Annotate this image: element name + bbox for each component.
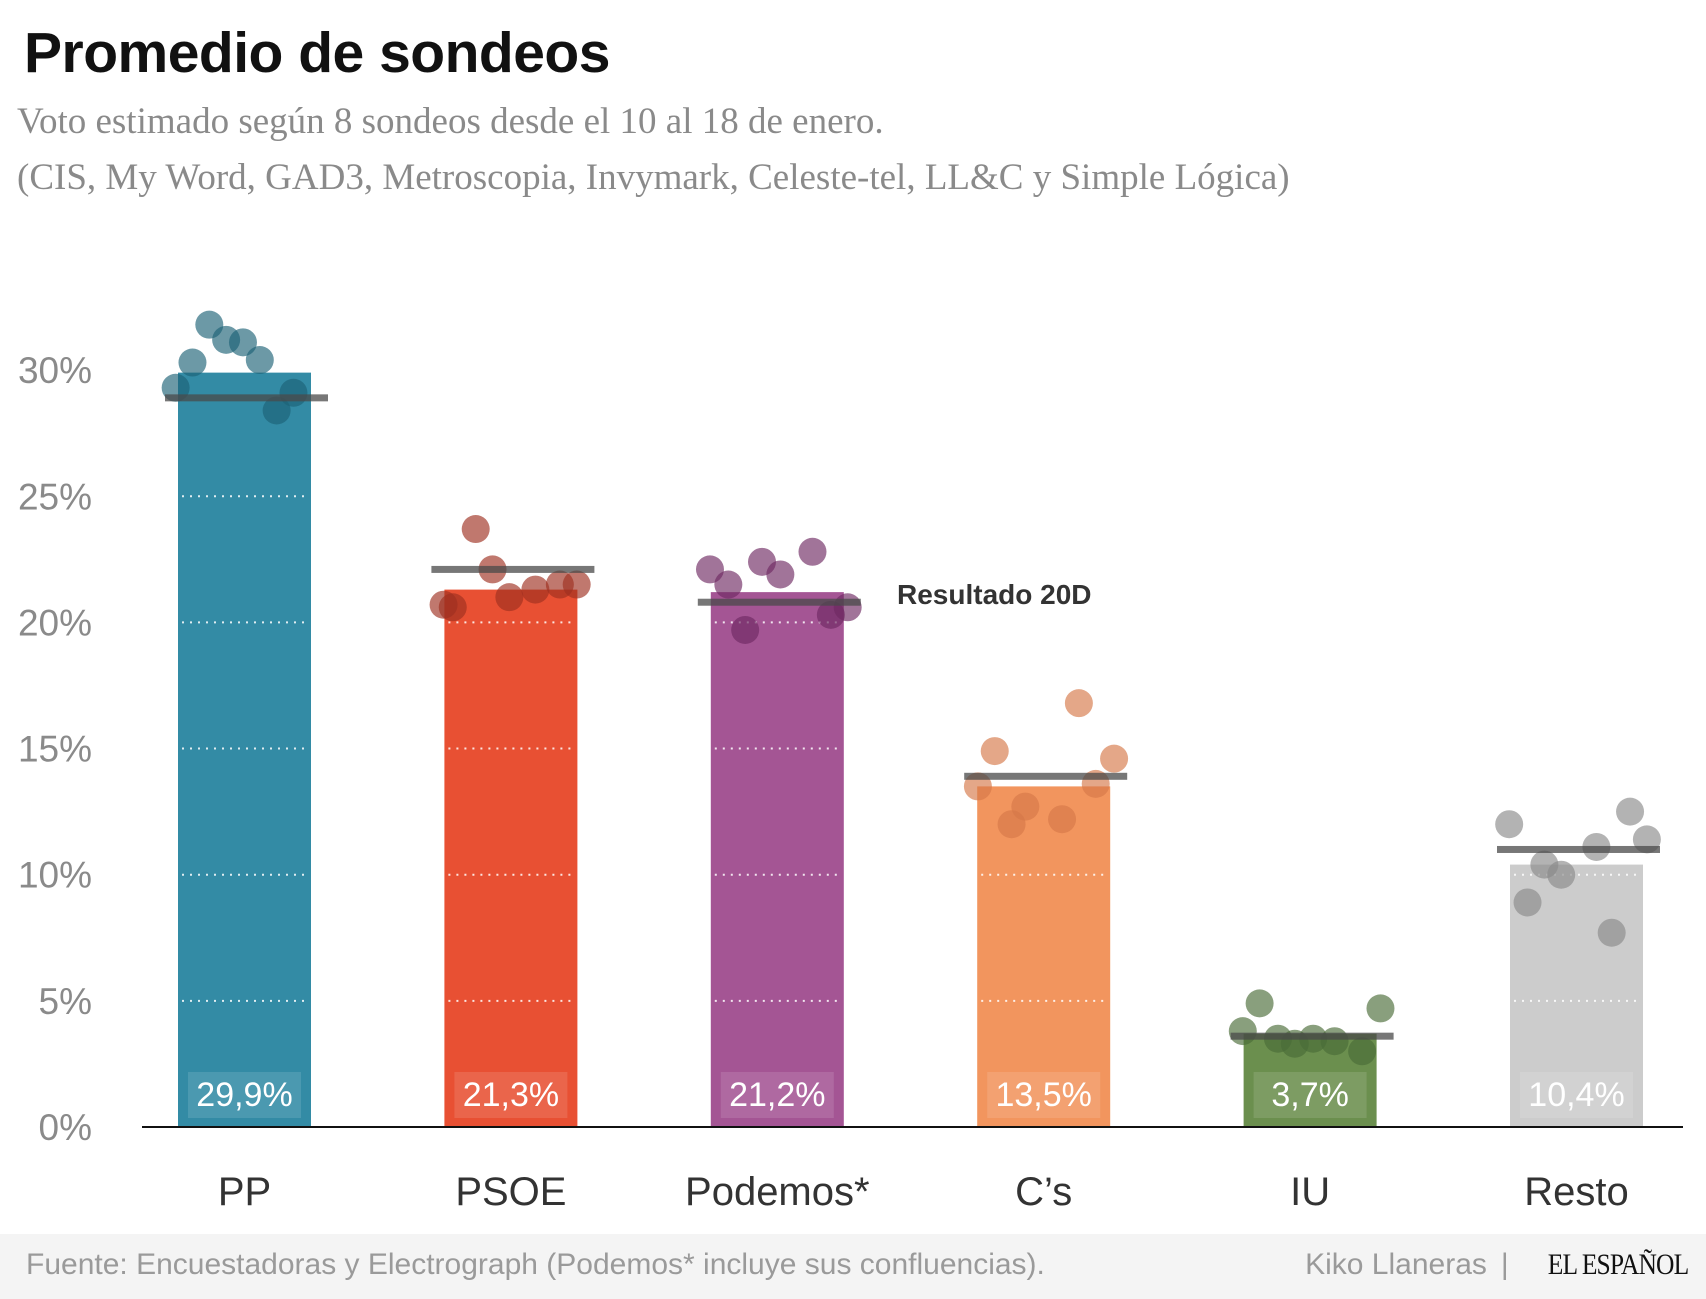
poll-dot [833,593,862,622]
poll-dot [495,583,524,612]
poll-dot [521,575,550,604]
y-tick-label: 20% [18,602,92,643]
separator: | [1500,1248,1509,1281]
poll-dot [1064,689,1093,718]
poll-dot [262,396,291,425]
footer: Fuente: Encuestadoras y Electrograph (Po… [0,1234,1706,1299]
category-label: IU [1290,1170,1330,1214]
bar-3 [977,786,1111,1127]
bar-chart: 0% 5% 10% 15% 20% 25% 30% 29,9% PP 21,3% PSOE 21,2%… [18,310,1683,1214]
value-label: 13,5% [995,1076,1091,1114]
source-note: Fuente: Encuestadoras y Electrograph (Po… [26,1248,1045,1281]
value-label: 21,3% [463,1076,559,1114]
bar-2 [710,592,844,1127]
bar-0 [178,372,311,1127]
poll-dot [178,348,207,377]
poll-dot [1320,1027,1349,1056]
poll-dot [1366,994,1395,1023]
poll-dot [1228,1017,1257,1046]
y-tick-label: 0% [39,1107,92,1148]
value-label-bg [1520,1072,1633,1118]
result-20d-marker [697,598,861,606]
poll-dot [245,346,274,375]
poll-dot [1547,860,1576,889]
value-label: 3,7% [1271,1076,1349,1114]
poll-dot [1513,888,1542,917]
value-label-bg [720,1072,834,1118]
chart-title: Promedio de sondeos [24,21,610,85]
value-label-bg [1253,1072,1367,1118]
poll-dot [438,593,467,622]
el-espanol-logo: EL ESPAÑOL [1547,1248,1688,1281]
y-tick-label: 15% [18,729,92,770]
result-20d-marker [165,394,328,402]
poll-dot [1616,797,1645,826]
y-tick-label: 25% [18,476,92,517]
result-20d-marker [1497,845,1660,853]
result-20d-marker [1230,1032,1394,1040]
poll-dot [461,515,490,544]
poll-dot [1597,918,1626,947]
chart-subtitle: Voto estimado según 8 sondeos desde el 1… [17,101,884,142]
author: Kiko Llaneras [1305,1248,1487,1281]
poll-dot [766,560,795,589]
y-tick-label: 10% [18,855,92,896]
poll-dot [980,737,1009,766]
poll-dot [1245,989,1274,1018]
poll-dot [714,570,743,599]
poll-dot [1048,805,1077,834]
poll-dot [1495,810,1524,839]
result-20d-marker [964,772,1128,780]
value-label-bg [454,1072,568,1118]
category-label: C’s [1015,1170,1072,1214]
poll-dot [562,570,591,599]
poll-dot [1348,1037,1377,1066]
poll-dot [997,810,1026,839]
y-tick-label: 30% [18,350,92,391]
value-label-bg [987,1072,1101,1118]
value-label: 29,9% [196,1076,292,1114]
category-label: Resto [1524,1170,1629,1214]
category-label: Podemos* [685,1170,870,1214]
poll-dot [798,537,827,566]
value-label: 10,4% [1528,1076,1624,1114]
poll-dot [731,615,760,644]
credit: Kiko Llaneras | EL ESPAÑOL [1305,1248,1689,1282]
value-label: 21,2% [729,1076,825,1114]
category-label: PP [218,1170,271,1214]
chart-subtitle-sources: (CIS, My Word, GAD3, Metroscopia, Invyma… [17,157,1290,198]
bar-1 [444,589,578,1127]
value-label-bg [188,1072,301,1118]
poll-dot [228,328,257,357]
poll-dot [1100,744,1129,773]
result-20d-annotation: Resultado 20D [897,579,1092,610]
result-20d-marker [431,565,595,573]
category-label: PSOE [455,1170,566,1214]
y-tick-label: 5% [39,981,92,1022]
